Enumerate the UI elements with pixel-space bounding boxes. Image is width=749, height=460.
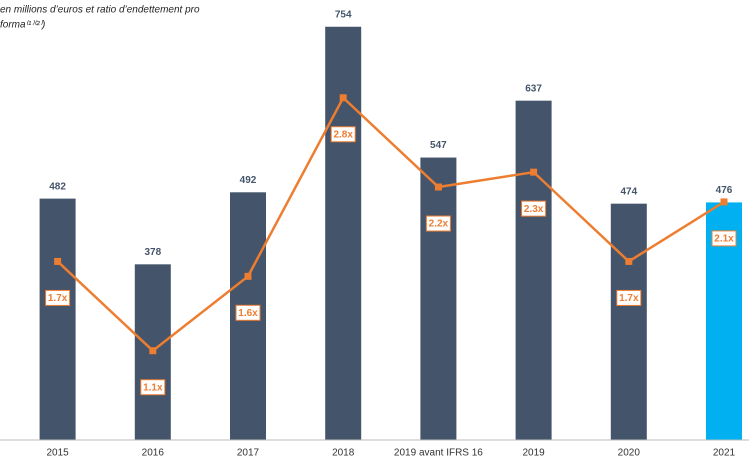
x-tick-label: 2019 avant IFRS 16 bbox=[394, 448, 483, 459]
label-box bbox=[616, 289, 642, 306]
label-box bbox=[235, 304, 261, 321]
line-label: 1.1x bbox=[143, 382, 163, 393]
bar bbox=[610, 203, 647, 440]
line-marker bbox=[54, 257, 62, 265]
line-marker bbox=[720, 198, 728, 206]
line-marker bbox=[149, 347, 157, 355]
line-marker bbox=[339, 94, 347, 102]
bar-label: 547 bbox=[430, 140, 447, 151]
line-label: 2.3x bbox=[524, 204, 544, 215]
line bbox=[56, 95, 725, 353]
x-tick-label: 2016 bbox=[142, 448, 165, 459]
bar bbox=[420, 157, 457, 440]
label-box bbox=[521, 200, 547, 217]
label-box bbox=[425, 215, 451, 232]
label-box bbox=[330, 126, 356, 143]
bar-label: 637 bbox=[525, 83, 542, 94]
chart-title: forma⁽¹⁾⁽²⁾) bbox=[0, 20, 45, 31]
x-tick-label: 2015 bbox=[46, 448, 69, 459]
bar-label: 378 bbox=[144, 247, 161, 258]
line-label: 1.7x bbox=[619, 293, 639, 304]
line-label: 2.8x bbox=[333, 129, 353, 140]
bar-label: 476 bbox=[716, 185, 733, 196]
bar-label: 754 bbox=[335, 9, 352, 20]
bar-label: 474 bbox=[620, 186, 637, 197]
bar-label: 482 bbox=[49, 181, 66, 192]
label-box bbox=[45, 289, 71, 306]
line-marker bbox=[530, 168, 538, 176]
line-label: 2.2x bbox=[429, 219, 449, 230]
bar bbox=[515, 100, 552, 441]
label-box bbox=[140, 379, 166, 396]
label-box bbox=[711, 230, 737, 247]
bar bbox=[39, 198, 76, 440]
line-marker bbox=[244, 272, 252, 280]
bar bbox=[325, 26, 362, 440]
line-label: 1.6x bbox=[238, 308, 258, 319]
x-tick-label: 2021 bbox=[713, 448, 736, 459]
chart-title: en millions d’euros et ratio d’endetteme… bbox=[0, 5, 200, 16]
x-tick-label: 2020 bbox=[618, 448, 641, 459]
line-marker bbox=[625, 257, 633, 265]
line-marker bbox=[434, 183, 442, 191]
bar-label: 492 bbox=[240, 175, 257, 186]
line-label: 1.7x bbox=[48, 293, 68, 304]
x-tick-label: 2018 bbox=[332, 448, 355, 459]
x-tick-label: 2019 bbox=[522, 448, 545, 459]
x-tick-label: 2017 bbox=[237, 448, 260, 459]
line-label: 2.1x bbox=[714, 234, 734, 245]
